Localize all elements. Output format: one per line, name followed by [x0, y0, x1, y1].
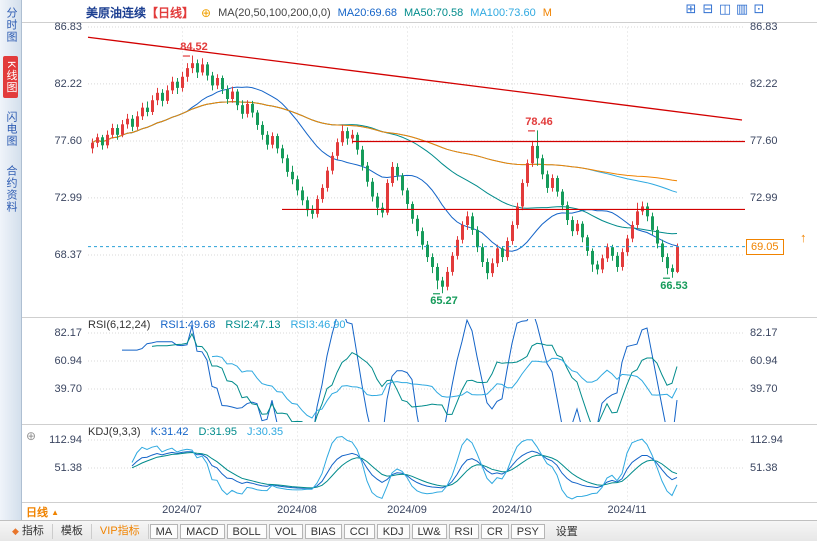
indicator-button-cci[interactable]: CCI: [343, 523, 375, 539]
sidebar-item-timeshare[interactable]: 分时图: [5, 7, 17, 43]
kdj-axis-label-right: 112.94: [750, 434, 783, 446]
indicator-button-cr[interactable]: CR: [480, 523, 509, 539]
sidebar-item-kline[interactable]: K线图: [3, 56, 18, 99]
ma50-value: MA50:70.58: [403, 6, 464, 19]
tab-indicators[interactable]: ◆ 指标: [4, 523, 53, 539]
sidebar-item-contract-info[interactable]: 合约资料: [5, 165, 17, 214]
kdj-title[interactable]: KDJ(9,3,3): [88, 426, 141, 438]
indicator-button-psy[interactable]: PSY: [510, 523, 545, 539]
rsi-title[interactable]: RSI(6,12,24): [88, 319, 151, 331]
x-axis-label: 2024/08: [277, 504, 317, 516]
period-dropdown-arrow-icon: ▲: [51, 508, 59, 517]
indicator-button-ma[interactable]: MA: [149, 523, 179, 539]
y-axis-label-left: 86.83: [54, 21, 82, 33]
sidebar-item-flash[interactable]: 闪电图: [5, 111, 17, 148]
rsi3-value: RSI3:46.90: [290, 319, 346, 331]
indicator-button-kdj[interactable]: KDJ: [376, 523, 410, 539]
indicator-diamond-icon: ◆: [12, 525, 19, 536]
indicator-button-lw[interactable]: LW&: [411, 523, 447, 539]
panel-add-icon[interactable]: ⊕: [26, 429, 37, 443]
period-selector-label: 日线: [26, 507, 48, 519]
y-axis-label-left: 77.60: [54, 135, 82, 147]
current-price-badge: 69.05: [746, 239, 784, 255]
layout-hsplit-icon[interactable]: ⊟: [702, 1, 714, 16]
bottom-toolbar: ◆ 指标 模板 VIP指标 MA MACD BOLL VOL BIAS CCI K…: [0, 520, 817, 541]
y-axis-label-right: 82.22: [750, 78, 778, 90]
indicator-button-macd[interactable]: MACD: [180, 523, 225, 539]
layout-icon-group: ⊞ ⊟ ◫ ▥ ⊡: [684, 2, 766, 16]
y-axis-label-left: 82.22: [54, 78, 82, 90]
y-axis-label-right: 86.83: [750, 21, 778, 33]
period-selector[interactable]: 日线 ▲: [26, 504, 59, 520]
y-axis-label-left: 68.37: [54, 249, 82, 261]
chart-header: 美原油连续【日线】 ⊕ MA(20,50,100,200,0,0) MA20:6…: [86, 4, 552, 21]
rsi-axis-label-right: 39.70: [750, 383, 778, 395]
indicator-button-bias[interactable]: BIAS: [304, 523, 342, 539]
left-sidebar: 分时图 K线图 闪电图 合约资料: [0, 0, 22, 520]
symbol-title: 美原油连续: [86, 6, 147, 20]
rsi-axis-label-right: 82.17: [750, 327, 778, 339]
layout-single-icon[interactable]: ⊡: [753, 1, 765, 16]
rsi-axis-label-right: 60.94: [750, 355, 778, 367]
price-annotation-high: 84.52: [180, 41, 208, 53]
y-axis-label-left: 72.99: [54, 192, 82, 204]
ma100-value: MA100:73.60: [470, 6, 536, 19]
kdj-axis-label-left: 112.94: [49, 434, 82, 446]
y-axis-label-right: 77.60: [750, 135, 778, 147]
ma200-value-truncated: M: [542, 6, 552, 19]
x-axis-label: 2024/07: [162, 504, 202, 516]
x-axis-label: 2024/09: [387, 504, 427, 516]
layout-vsplit-icon[interactable]: ◫: [718, 1, 732, 16]
period-tag: 【日线】: [146, 6, 195, 20]
add-indicator-icon[interactable]: ⊕: [201, 5, 212, 20]
indicator-button-vol[interactable]: VOL: [268, 523, 303, 539]
y-axis-label-right: 72.99: [750, 192, 778, 204]
price-up-arrow-icon: ↑: [800, 230, 807, 245]
rsi-axis-label-left: 82.17: [54, 327, 82, 339]
kdj-panel-header: KDJ(9,3,3) K:31.42 D:31.95 J:30.35: [88, 426, 283, 438]
kdj-d-value: D:31.95: [198, 426, 238, 438]
kdj-j-value: J:30.35: [247, 426, 284, 438]
rsi-axis-label-left: 60.94: [54, 355, 82, 367]
settings-button[interactable]: 设置: [555, 526, 578, 538]
kdj-axis-label-right: 51.38: [750, 462, 778, 474]
tab-templates[interactable]: 模板: [53, 523, 92, 539]
x-axis-label: 2024/11: [607, 504, 647, 516]
kdj-axis-label-left: 51.38: [54, 462, 82, 474]
indicator-button-boll[interactable]: BOLL: [226, 523, 267, 539]
price-annotation-recent-low: 66.53: [660, 280, 688, 292]
rsi1-value: RSI1:49.68: [160, 319, 216, 331]
rsi-axis-label-left: 39.70: [54, 383, 82, 395]
layout-grid-icon[interactable]: ⊞: [685, 1, 697, 16]
price-annotation-swing-high: 78.46: [525, 116, 553, 128]
ma20-value: MA20:69.68: [337, 6, 397, 19]
rsi2-value: RSI2:47.13: [225, 319, 281, 331]
tab-vip-indicators[interactable]: VIP指标: [92, 523, 149, 539]
kdj-k-value: K:31.42: [150, 426, 189, 438]
x-axis-label: 2024/10: [492, 504, 532, 516]
rsi-panel-header: RSI(6,12,24) RSI1:49.68 RSI2:47.13 RSI3:…: [88, 319, 346, 331]
ma-indicator-label[interactable]: MA(20,50,100,200,0,0): [218, 6, 331, 19]
price-annotation-low: 65.27: [430, 295, 458, 307]
tab-indicators-label: 指标: [21, 524, 44, 537]
layout-rows-icon[interactable]: ▥: [735, 1, 749, 16]
indicator-button-rsi[interactable]: RSI: [448, 523, 479, 539]
